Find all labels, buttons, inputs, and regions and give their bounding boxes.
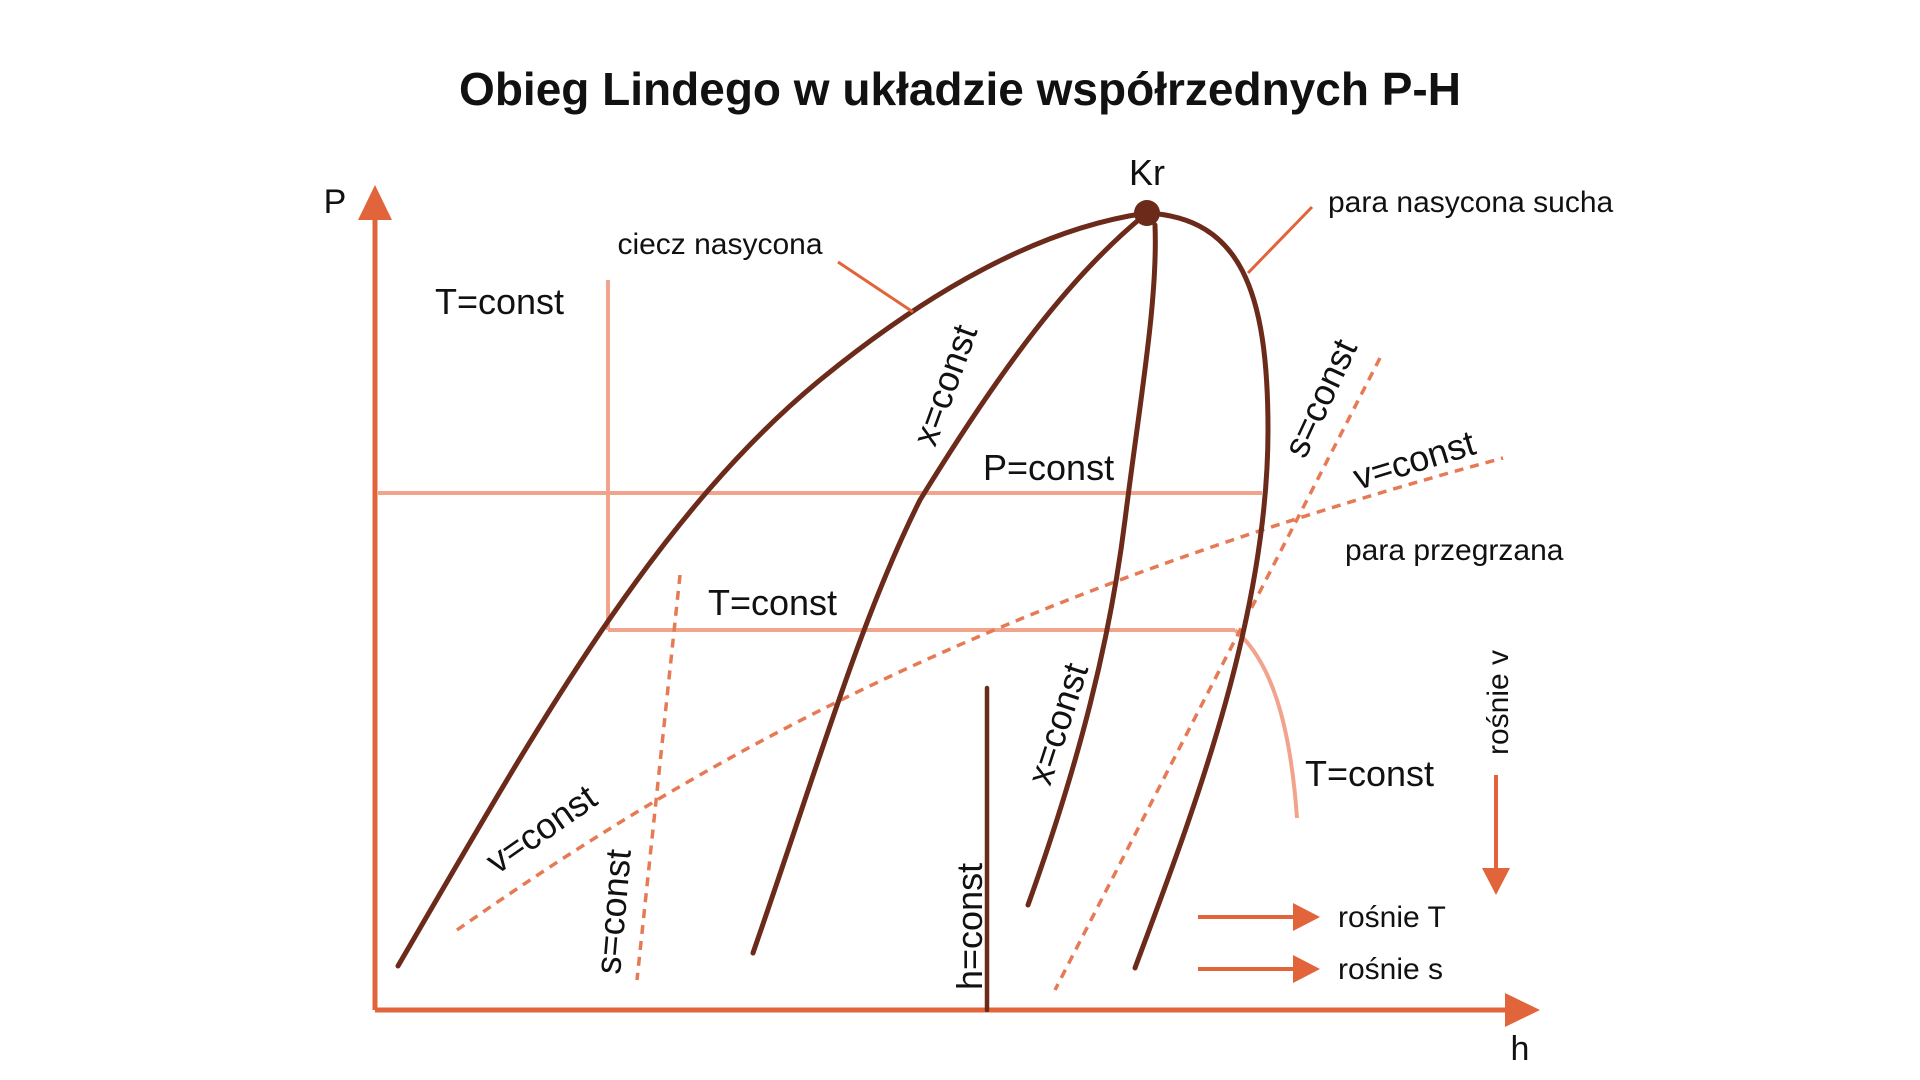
increases-s-arrow-icon [1293, 955, 1320, 983]
x-const-upper-label: x=const [904, 319, 985, 451]
diagram-title: Obieg Lindego w układzie współrzednych P… [459, 63, 1461, 115]
leader-lines [837, 205, 1314, 314]
critical-point-label: Kr [1129, 152, 1165, 193]
saturated-liquid-leader [837, 260, 914, 314]
t-const-mid-label: T=const [708, 582, 837, 623]
s-const-left-line [635, 574, 682, 981]
axes: P h [324, 183, 1540, 1068]
v-const-right-label: v=const [1348, 422, 1480, 498]
increases-s-label: rośnie s [1338, 953, 1443, 986]
dark-curves [395, 210, 1271, 1013]
x-axis-arrow-icon [1505, 993, 1540, 1027]
dashed-isolines [455, 357, 1504, 991]
t-const-right-label: T=const [1305, 753, 1434, 794]
s-const-right-label: s=const [1275, 333, 1365, 464]
s-const-left-label: s=const [587, 848, 639, 976]
light-isolines [378, 280, 1299, 819]
saturated-liquid-curve [395, 210, 1150, 969]
p-const-label: P=const [983, 447, 1114, 488]
increases-v-arrow-icon [1482, 868, 1510, 895]
increases-v-label: rośnie v [1482, 650, 1515, 755]
t-const-superheated-curve [1233, 628, 1299, 819]
x-axis-label: h [1511, 1030, 1530, 1068]
x-const-right-curve [1025, 222, 1158, 908]
increases-t-arrow-icon [1293, 903, 1320, 931]
saturated-vapor-label: para nasycona sucha [1328, 186, 1614, 219]
y-axis-arrow-icon [358, 185, 392, 220]
saturated-liquid-label: ciecz nasycona [617, 228, 822, 261]
saturated-vapor-leader [1246, 205, 1314, 275]
x-const-left-curve [750, 210, 1150, 956]
increases-t-label: rośnie T [1338, 901, 1446, 934]
saturated-vapor-curve [1132, 210, 1271, 971]
y-axis-label: P [324, 183, 347, 221]
v-const-line [455, 456, 1504, 932]
h-const-label: h=const [949, 863, 990, 990]
t-const-top-label: T=const [435, 281, 564, 322]
s-const-right-line [1053, 357, 1382, 991]
legend: rośnie v rośnie T rośnie s [1198, 650, 1515, 986]
critical-point-dot [1134, 200, 1160, 226]
superheated-vapor-label: para przegrzana [1345, 534, 1564, 567]
